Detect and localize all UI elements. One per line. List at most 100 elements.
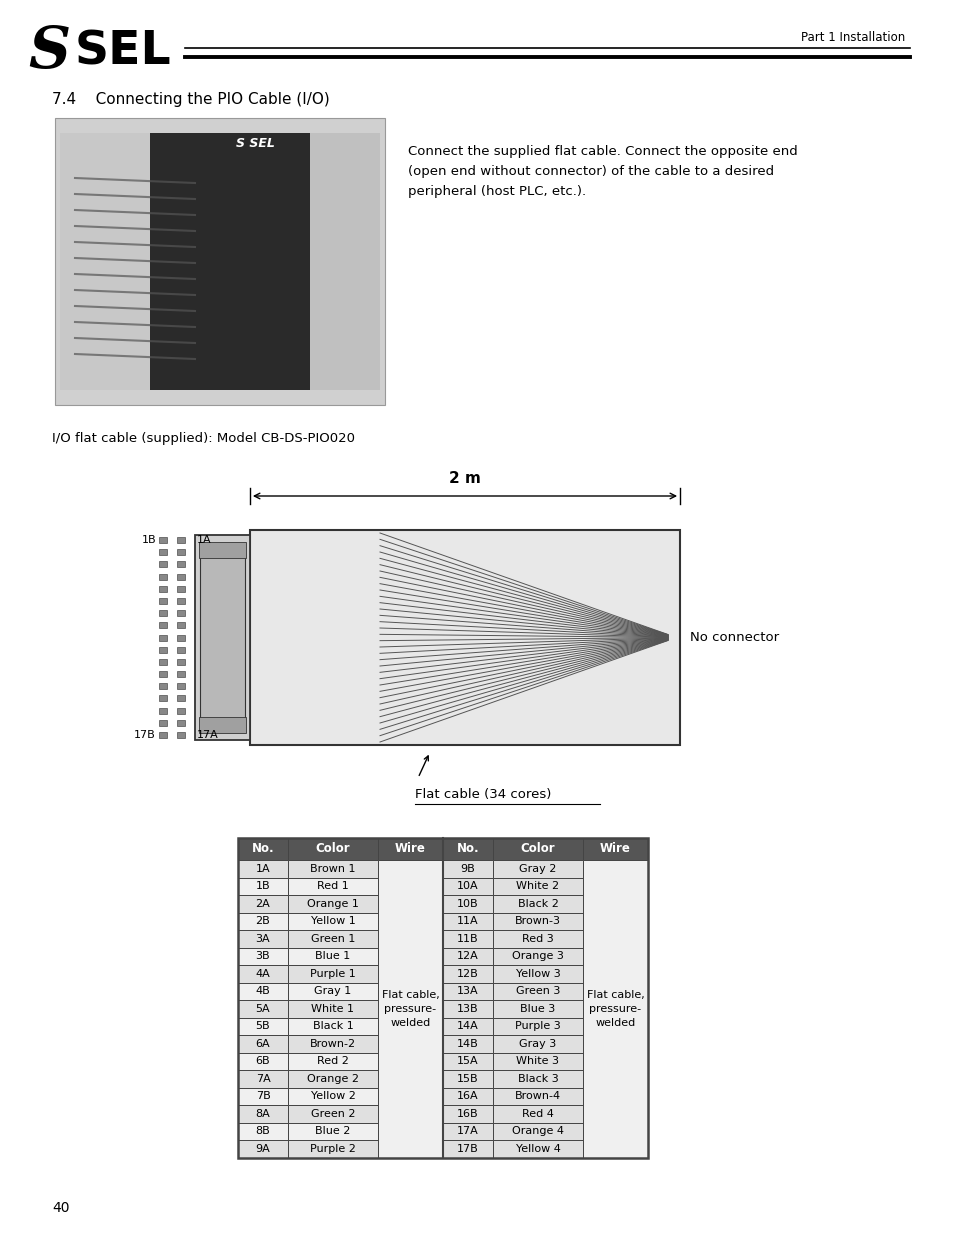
Bar — [177, 647, 185, 652]
Bar — [159, 598, 167, 604]
Bar — [159, 683, 167, 689]
Text: Gray 1: Gray 1 — [314, 987, 352, 997]
Bar — [493, 1088, 582, 1105]
Bar — [493, 860, 582, 878]
Bar — [493, 1018, 582, 1035]
Bar — [493, 913, 582, 930]
Text: Red 4: Red 4 — [521, 1109, 554, 1119]
Text: Purple 1: Purple 1 — [310, 968, 355, 979]
Bar — [159, 573, 167, 579]
Text: Blue 1: Blue 1 — [315, 951, 351, 961]
Bar — [159, 622, 167, 629]
Bar — [199, 718, 246, 734]
Text: SEL: SEL — [75, 30, 172, 74]
Bar — [177, 550, 185, 556]
Text: Purple 2: Purple 2 — [310, 1144, 355, 1153]
Text: 3B: 3B — [255, 951, 270, 961]
Text: Gray 3: Gray 3 — [518, 1039, 556, 1049]
Bar — [493, 895, 582, 913]
Bar — [177, 708, 185, 714]
Bar — [177, 659, 185, 664]
Text: Wire: Wire — [395, 842, 425, 856]
Bar — [442, 878, 493, 895]
Bar — [237, 947, 288, 965]
Text: 7.4    Connecting the PIO Cable (I/O): 7.4 Connecting the PIO Cable (I/O) — [52, 91, 330, 107]
Text: 3A: 3A — [255, 934, 270, 944]
Text: 12B: 12B — [456, 968, 478, 979]
Bar — [177, 585, 185, 592]
Text: 17A: 17A — [456, 1126, 478, 1136]
Bar — [288, 878, 377, 895]
Text: 16B: 16B — [456, 1109, 478, 1119]
Text: Purple 3: Purple 3 — [515, 1021, 560, 1031]
Text: 12A: 12A — [456, 951, 478, 961]
Text: 16A: 16A — [456, 1092, 478, 1102]
Bar — [442, 1000, 493, 1018]
Bar — [177, 720, 185, 726]
Bar — [177, 683, 185, 689]
Bar — [288, 1052, 377, 1070]
Text: Yellow 2: Yellow 2 — [311, 1092, 355, 1102]
Bar — [159, 720, 167, 726]
Text: White 2: White 2 — [516, 882, 559, 892]
Text: Color: Color — [520, 842, 555, 856]
Text: 5A: 5A — [255, 1004, 270, 1014]
Text: 8A: 8A — [255, 1109, 270, 1119]
Text: Yellow 4: Yellow 4 — [515, 1144, 559, 1153]
Bar — [177, 622, 185, 629]
Bar — [288, 1070, 377, 1088]
Bar — [237, 1070, 288, 1088]
Text: 1A: 1A — [255, 863, 270, 873]
Bar — [288, 947, 377, 965]
Bar — [493, 839, 582, 860]
Bar — [159, 635, 167, 641]
Text: 17A: 17A — [196, 730, 218, 740]
Text: Flat cable (34 cores): Flat cable (34 cores) — [415, 788, 551, 802]
Bar — [159, 647, 167, 652]
Bar — [442, 895, 493, 913]
Bar — [288, 839, 377, 860]
Bar — [288, 860, 377, 878]
Text: Brown 1: Brown 1 — [310, 863, 355, 873]
Bar — [288, 1123, 377, 1140]
Bar — [237, 839, 647, 1157]
Text: White 3: White 3 — [516, 1056, 558, 1066]
Bar — [237, 878, 288, 895]
Bar — [493, 965, 582, 983]
Bar — [177, 695, 185, 701]
Text: 11A: 11A — [456, 916, 478, 926]
Text: Wire: Wire — [599, 842, 630, 856]
Text: S: S — [28, 23, 71, 80]
Bar — [60, 133, 150, 390]
Bar — [493, 1070, 582, 1088]
Bar — [288, 965, 377, 983]
Bar — [288, 913, 377, 930]
Bar — [442, 1123, 493, 1140]
Text: 8B: 8B — [255, 1126, 270, 1136]
Bar — [442, 860, 493, 878]
Bar — [237, 1088, 288, 1105]
Bar — [250, 530, 679, 745]
Bar — [159, 671, 167, 677]
Text: Yellow 1: Yellow 1 — [311, 916, 355, 926]
Bar — [237, 1140, 288, 1157]
Text: No.: No. — [456, 842, 478, 856]
Bar — [582, 839, 647, 860]
Bar — [159, 659, 167, 664]
Bar — [177, 635, 185, 641]
Text: Part 1 Installation: Part 1 Installation — [800, 31, 904, 44]
Text: 13B: 13B — [456, 1004, 478, 1014]
Bar — [199, 542, 246, 558]
Bar — [288, 1000, 377, 1018]
Bar — [237, 1105, 288, 1123]
Bar — [442, 1070, 493, 1088]
Bar — [493, 947, 582, 965]
Text: 6B: 6B — [255, 1056, 270, 1066]
Bar — [493, 983, 582, 1000]
Text: 40: 40 — [52, 1200, 70, 1215]
Text: 10A: 10A — [456, 882, 478, 892]
Text: 9B: 9B — [460, 863, 475, 873]
Bar — [377, 860, 442, 1157]
Bar — [237, 1000, 288, 1018]
Text: Red 1: Red 1 — [316, 882, 349, 892]
